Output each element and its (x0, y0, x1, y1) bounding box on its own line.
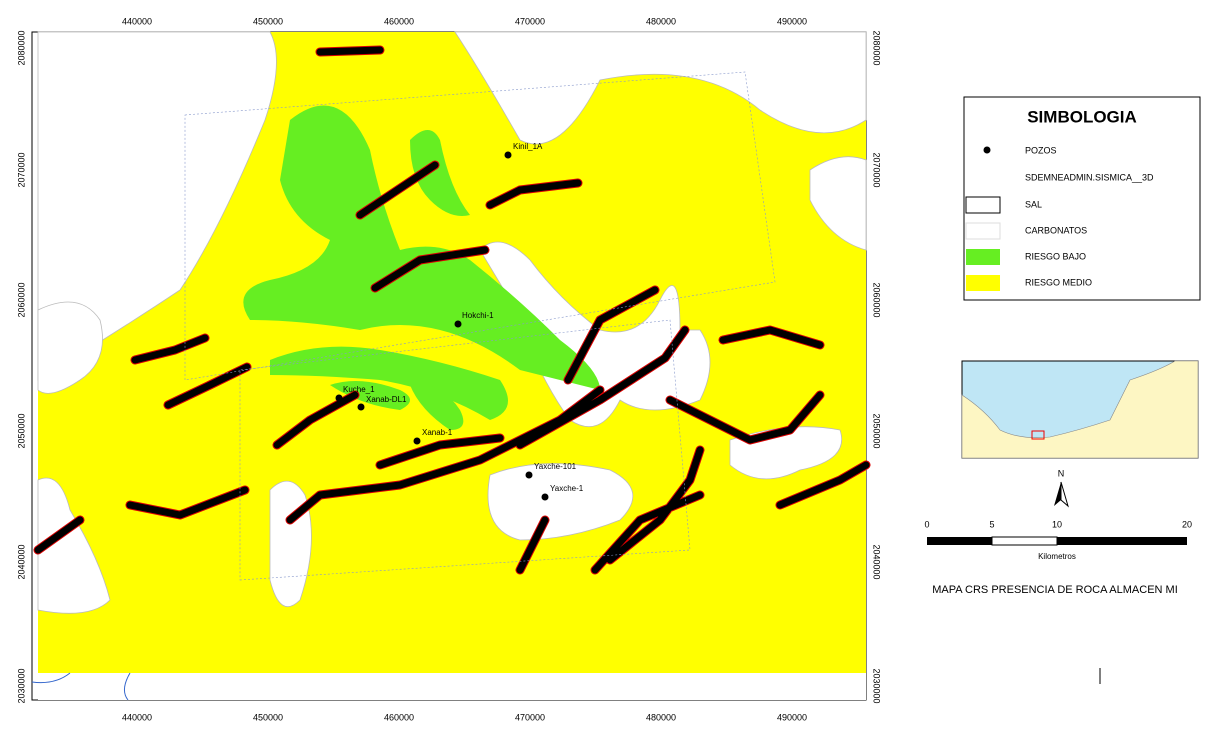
legend-symbol (966, 249, 1000, 265)
well-label: Xanab-DL1 (366, 395, 407, 404)
riesgo-bajo-area (243, 105, 601, 391)
x-label: 470000 (515, 712, 545, 722)
coastline (124, 672, 131, 701)
coastline (31, 672, 71, 684)
bottom-strip (38, 673, 866, 700)
wells: Kinil_1A Hokchi-1 Kuche_1 Xanab-DL1 Xana… (335, 142, 584, 501)
well-label: Yaxche-101 (534, 462, 577, 471)
salt-area (809, 156, 867, 251)
legend-title: SIMBOLOGIA (1027, 107, 1137, 126)
scale-segment (991, 536, 1058, 546)
salt-area (454, 31, 867, 145)
y-labels-left: 2080000 2070000 2060000 2050000 2040000 … (16, 30, 26, 703)
legend-symbol (965, 222, 1001, 240)
legend-symbol (966, 275, 1000, 291)
x-label: 480000 (646, 16, 676, 26)
north-arrow-left (1054, 482, 1061, 506)
riesgo-bajo-area (330, 381, 410, 410)
map-caption: MAPA CRS PRESENCIA DE ROCA ALMACEN MI (932, 584, 1178, 596)
x-label: 450000 (253, 16, 283, 26)
well-label: Xanab-1 (422, 428, 453, 437)
legend-item: SDEMNEADMIN.SISMICA__3D (1025, 172, 1154, 182)
y-label: 2060000 (16, 282, 26, 317)
salt-area (37, 477, 111, 614)
scale-tick: 10 (1052, 519, 1062, 529)
y-label: 2070000 (16, 152, 26, 187)
well-marker (357, 403, 365, 411)
scale-segment (927, 537, 992, 545)
legend-symbol (983, 146, 991, 154)
x-labels-bottom: 440000 450000 460000 470000 480000 49000… (122, 712, 807, 722)
salt-area (487, 463, 634, 541)
seismic-survey (239, 319, 691, 581)
well-marker (454, 320, 462, 328)
x-label: 480000 (646, 712, 676, 722)
seismic-outlines (184, 71, 776, 581)
y-label: 2070000 (872, 152, 882, 187)
salt-area (37, 301, 103, 394)
legend-item: POZOS (1025, 145, 1057, 155)
salt-area (37, 31, 277, 381)
scale-tick: 0 (924, 519, 929, 529)
x-label: 470000 (515, 16, 545, 26)
y-label: 2060000 (872, 282, 882, 317)
north-label: N (1058, 468, 1065, 478)
seismic-survey (184, 71, 776, 381)
scale-segment (1057, 537, 1187, 545)
riesgo-bajo-area (270, 346, 508, 420)
y-label: 2080000 (872, 30, 882, 65)
scale-unit: Kilometros (1038, 552, 1076, 561)
x-label: 490000 (777, 712, 807, 722)
map-body (31, 31, 871, 701)
inset-land (961, 360, 1199, 459)
y-label: 2080000 (16, 30, 26, 65)
y-label: 2050000 (16, 413, 26, 448)
well-marker (413, 437, 421, 445)
well-marker (525, 471, 533, 479)
faults (33, 45, 871, 575)
well-marker (541, 493, 549, 501)
well-label: Kuche_1 (343, 385, 375, 394)
north-arrow-right (1060, 481, 1069, 508)
legend-item: CARBONATOS (1025, 225, 1087, 235)
north-arrow: N (1054, 468, 1069, 508)
y-label: 2050000 (872, 413, 882, 448)
y-label: 2040000 (16, 544, 26, 579)
legend-item: RIESGO MEDIO (1025, 277, 1092, 287)
x-label: 440000 (122, 16, 152, 26)
y-labels-right: 2080000 2070000 2060000 2050000 2040000 … (872, 30, 882, 703)
well-label: Kinil_1A (513, 142, 543, 151)
well-label: Hokchi-1 (462, 311, 494, 320)
well-marker (335, 394, 343, 402)
well-label: Yaxche-1 (550, 484, 584, 493)
x-labels-top: 440000 450000 460000 470000 480000 49000… (122, 16, 807, 26)
inset-extent (1031, 430, 1045, 440)
y-label: 2030000 (16, 668, 26, 703)
x-label: 490000 (777, 16, 807, 26)
riesgo-bajo-area (410, 130, 470, 216)
well-marker (504, 151, 512, 159)
scale-tick: 20 (1182, 519, 1192, 529)
legend-item: SAL (1025, 199, 1042, 209)
x-label: 450000 (253, 712, 283, 722)
legend: SIMBOLOGIA POZOS SDEMNEADMIN.SISMICA__3D… (963, 96, 1201, 301)
riesgo-bajo-area (410, 384, 464, 430)
legend-box (963, 96, 1201, 301)
x-label: 460000 (384, 16, 414, 26)
scale-bar: 0 5 10 20 Kilometros (924, 519, 1192, 561)
x-label: 460000 (384, 712, 414, 722)
scale-tick: 5 (989, 519, 994, 529)
x-label: 440000 (122, 712, 152, 722)
legend-symbol (965, 196, 1001, 214)
y-label: 2030000 (872, 668, 882, 703)
legend-item: RIESGO BAJO (1025, 251, 1086, 261)
y-label: 2040000 (872, 544, 882, 579)
inset-map (961, 360, 1199, 459)
